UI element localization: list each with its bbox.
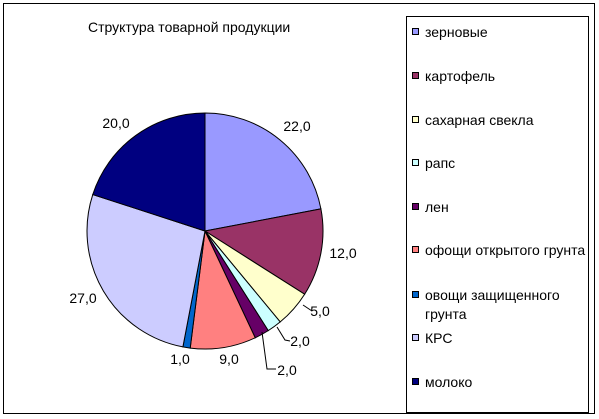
legend-label: сахарная свекла: [425, 112, 534, 128]
legend-item: овощи защищенного грунта: [412, 286, 587, 324]
legend-swatch: [412, 72, 419, 79]
pie-slice: [204, 112, 322, 232]
legend-swatch: [412, 291, 419, 298]
legend: зерновые картофель сахарная свекла рапс лен о…: [406, 16, 589, 413]
legend-label: картофель: [425, 68, 496, 84]
data-label: 9,0: [219, 351, 239, 367]
legend-item: КРС: [412, 329, 587, 348]
pie-slice: [86, 193, 206, 348]
legend-swatch: [412, 246, 419, 253]
leader-line: [261, 331, 276, 370]
legend-item: рапс: [412, 154, 587, 173]
data-label: 1,0: [170, 351, 190, 367]
legend-swatch: [412, 28, 419, 35]
legend-swatch: [412, 116, 419, 123]
data-label: 20,0: [102, 115, 129, 131]
legend-label: молоко: [425, 374, 473, 390]
legend-label: офощи открытого грунта: [425, 242, 586, 258]
data-label: 12,0: [329, 245, 356, 261]
legend-label: КРС: [425, 330, 453, 346]
legend-swatch: [412, 159, 419, 166]
legend-label: рапс: [425, 155, 456, 171]
legend-label: лен: [425, 199, 449, 215]
data-label: 27,0: [69, 290, 96, 306]
legend-item: офощи открытого грунта: [412, 241, 587, 260]
leader-line: [302, 304, 313, 312]
chart-title: Структура товарной продукции: [88, 19, 291, 35]
legend-label: зерновые: [425, 24, 488, 40]
legend-item: зерновые: [412, 23, 587, 42]
data-label: 2,0: [290, 333, 310, 349]
data-label: 2,0: [277, 362, 297, 378]
legend-swatch: [412, 378, 419, 385]
pie-slice: [92, 112, 206, 232]
leader-line: [276, 326, 291, 342]
legend-swatch: [412, 203, 419, 210]
legend-item: сахарная свекла: [412, 111, 587, 130]
legend-item: молоко: [412, 373, 587, 392]
legend-item: лен: [412, 198, 587, 217]
data-label: 5,0: [310, 303, 330, 319]
legend-label: овощи защищенного грунта: [425, 287, 560, 322]
data-label: 22,0: [283, 118, 310, 134]
pie-slice: [203, 208, 324, 295]
legend-item: картофель: [412, 67, 587, 86]
legend-swatch: [412, 334, 419, 341]
